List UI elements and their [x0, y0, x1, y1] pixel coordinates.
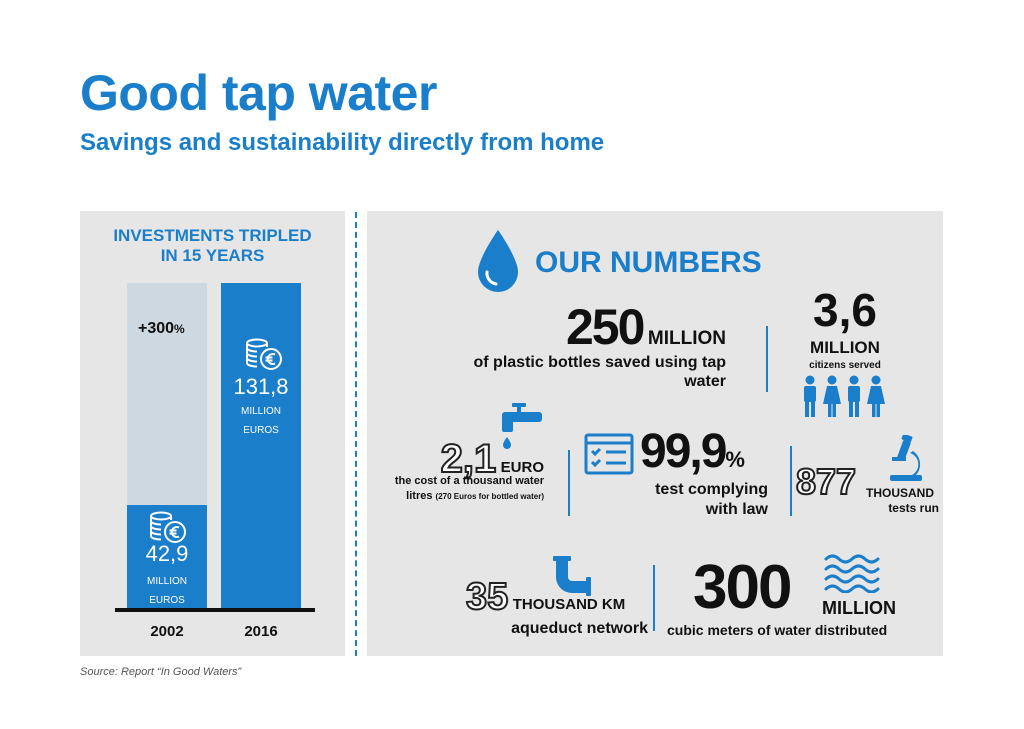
divider	[790, 446, 792, 516]
bar-2002	[127, 505, 207, 609]
compliance-suffix: %	[725, 447, 745, 472]
source-note: Source: Report “In Good Waters”	[80, 666, 242, 678]
compliance-desc: test complying with law	[655, 481, 768, 518]
tests-run-value: 877	[795, 460, 857, 503]
bar-2002-growth-area	[127, 283, 207, 505]
compliance-value: 99,9	[640, 425, 727, 478]
bottles-stat: 250 MILLION	[430, 298, 726, 356]
tests-run-unit: THOUSAND	[866, 486, 934, 500]
cost-value: 2,1	[440, 436, 498, 482]
water-value: 300	[693, 553, 792, 622]
microscope-icon	[890, 435, 922, 481]
cost-stat: 2,1 EURO	[370, 436, 544, 482]
page-subtitle: Savings and sustainability directly from…	[80, 129, 605, 156]
bottles-desc: of plastic bottles saved using tap water	[473, 354, 727, 390]
investments-heading: INVESTMENTS TRIPLED IN 15 YEARS	[113, 226, 312, 265]
divider	[568, 450, 570, 516]
bar-2016-value: 131,8	[233, 374, 289, 399]
aqueduct-value: 35	[465, 575, 509, 619]
bar-2002-value: 42,9	[145, 541, 189, 566]
coins-euro-icon	[246, 338, 282, 370]
bar-2016	[221, 283, 301, 609]
aqueduct-unit: THOUSAND KM	[512, 596, 626, 613]
bar-baseline	[115, 608, 315, 612]
investments-panel	[80, 211, 345, 656]
bar-2002-unit2: EUROS	[149, 595, 185, 606]
coins-euro-icon	[150, 511, 186, 543]
bottles-value: 250	[566, 299, 645, 355]
compliance-stat: 99,9%	[640, 424, 745, 479]
page-title: Good tap water	[80, 65, 437, 121]
citizens-desc: citizens served	[809, 360, 881, 371]
year-label-2016: 2016	[244, 623, 278, 640]
tests-run-desc: tests run	[888, 501, 939, 515]
water-desc: cubic meters of water distributed	[667, 622, 888, 638]
divider	[766, 326, 768, 392]
bar-2016-unit2: EUROS	[243, 425, 279, 436]
year-label-2002: 2002	[150, 623, 184, 640]
water-drop-icon	[478, 230, 518, 292]
aqueduct-stat: 35 THOUSAND KM	[465, 575, 626, 619]
bar-2016-unit1: MILLION	[240, 406, 281, 417]
water-unit: MILLION	[822, 598, 896, 618]
cost-unit: EURO	[500, 459, 544, 476]
increase-label: +300%	[138, 320, 185, 337]
dashed-divider	[355, 212, 357, 656]
checklist-icon	[584, 433, 634, 475]
people-icon	[804, 375, 885, 417]
citizens-value: 3,6	[813, 284, 877, 336]
divider	[653, 565, 655, 631]
bar-2002-unit1: MILLION	[146, 576, 187, 587]
tap-icon	[502, 403, 542, 449]
bottles-unit: MILLION	[647, 328, 726, 349]
numbers-heading: OUR NUMBERS	[535, 246, 762, 279]
pipe-icon	[553, 556, 591, 596]
aqueduct-desc: aqueduct network	[511, 620, 648, 637]
waves-icon	[824, 554, 880, 593]
citizens-unit: MILLION	[810, 338, 880, 357]
cost-desc: the cost of a thousand water litres (270…	[394, 475, 544, 502]
